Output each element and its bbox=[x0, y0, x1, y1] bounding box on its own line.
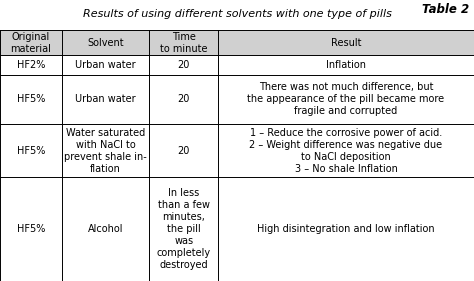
Text: HF2%: HF2% bbox=[17, 60, 45, 70]
Text: Urban water: Urban water bbox=[75, 94, 136, 104]
Text: HF5%: HF5% bbox=[17, 224, 45, 234]
Text: 1 – Reduce the corrosive power of acid.
2 – Weight difference was negative due
t: 1 – Reduce the corrosive power of acid. … bbox=[249, 128, 443, 174]
Text: Alcohol: Alcohol bbox=[88, 224, 123, 234]
Text: Original
material: Original material bbox=[10, 31, 51, 53]
Text: Results of using different solvents with one type of pills: Results of using different solvents with… bbox=[82, 9, 392, 19]
Text: High disintegration and low inflation: High disintegration and low inflation bbox=[257, 224, 435, 234]
Text: Time
to minute: Time to minute bbox=[160, 31, 208, 53]
Text: 20: 20 bbox=[177, 94, 190, 104]
Text: Inflation: Inflation bbox=[326, 60, 366, 70]
Text: 20: 20 bbox=[177, 146, 190, 156]
Text: HF5%: HF5% bbox=[17, 146, 45, 156]
Text: Result: Result bbox=[331, 37, 361, 47]
Text: There was not much difference, but
the appearance of the pill became more
fragil: There was not much difference, but the a… bbox=[247, 82, 445, 116]
Text: Water saturated
with NaCl to
prevent shale in-
flation: Water saturated with NaCl to prevent sha… bbox=[64, 128, 147, 174]
Text: Urban water: Urban water bbox=[75, 60, 136, 70]
Text: 20: 20 bbox=[177, 60, 190, 70]
Text: HF5%: HF5% bbox=[17, 94, 45, 104]
Text: In less
than a few
minutes,
the pill
was
completely
destroyed: In less than a few minutes, the pill was… bbox=[156, 188, 211, 270]
Text: Table 2: Table 2 bbox=[422, 3, 469, 16]
Text: Solvent: Solvent bbox=[87, 37, 124, 47]
